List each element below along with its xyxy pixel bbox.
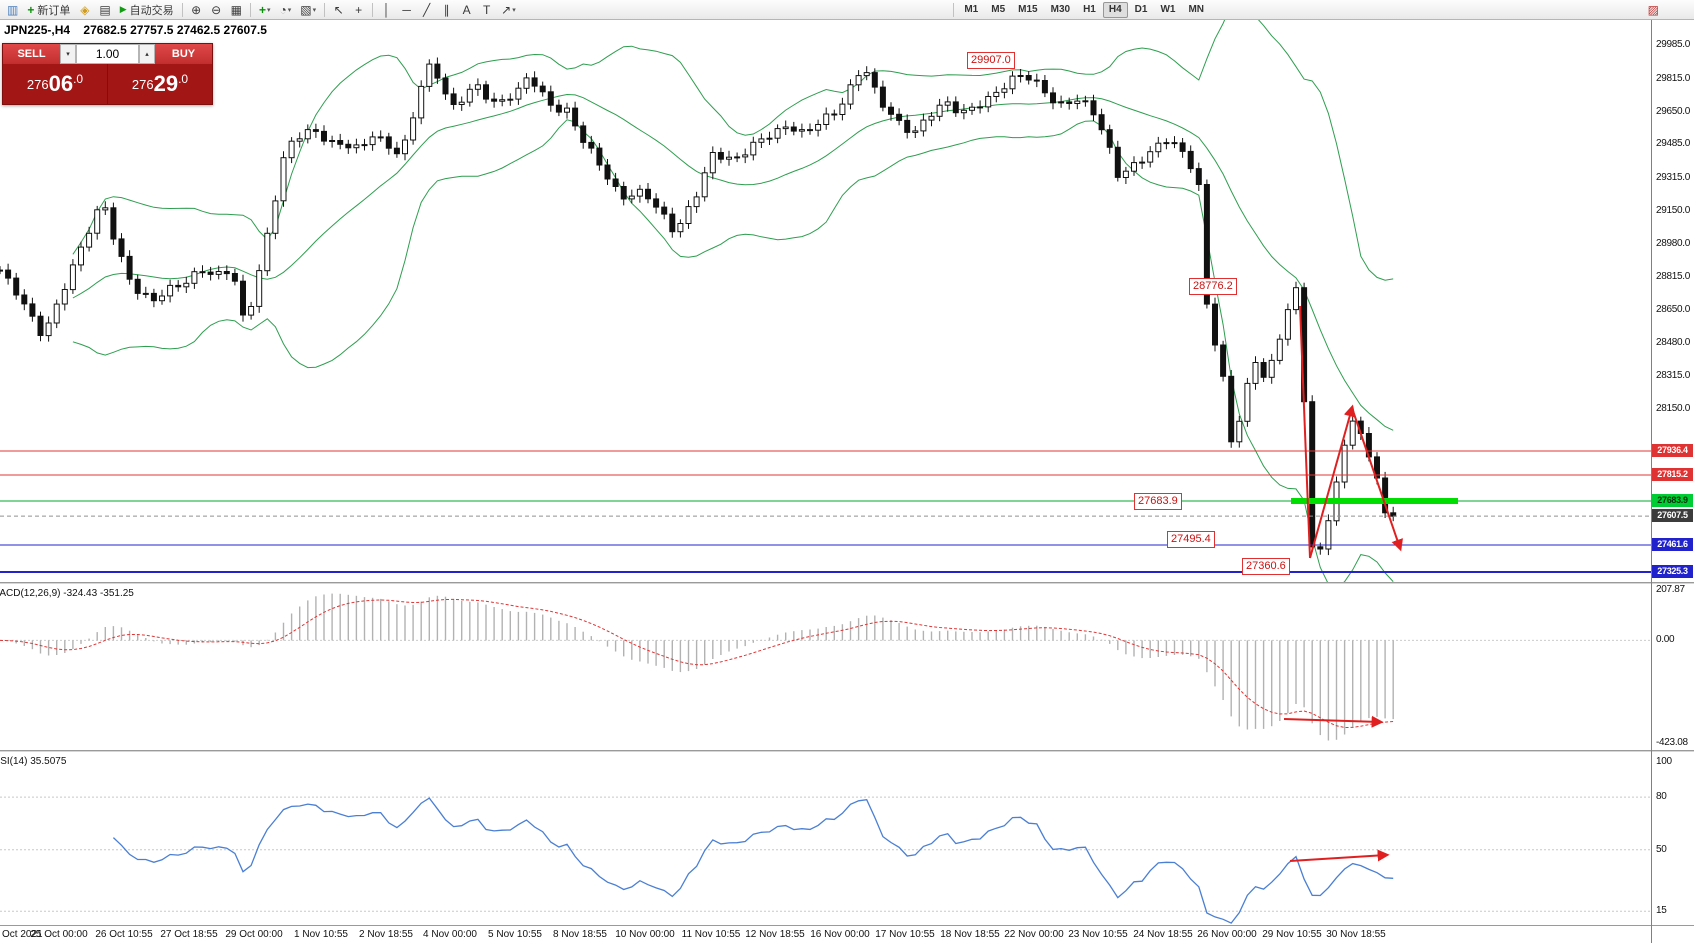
trade-panel-prices: 276 06.0 276 29.0: [3, 64, 212, 104]
vertical-line-icon[interactable]: │: [382, 2, 391, 17]
zoom-out-icon[interactable]: ⊖: [211, 2, 222, 17]
timeframe-m30[interactable]: M30: [1045, 2, 1076, 18]
channel-icon[interactable]: ∥: [443, 2, 450, 17]
trade-panel-controls: SELL ▾ 1.00 ▴ BUY: [3, 44, 212, 64]
templates-icon[interactable]: ▧ ▾: [300, 2, 317, 17]
timeframe-m1[interactable]: M1: [958, 2, 984, 18]
symbol-ohlc-values: 27682.5 27757.5 27462.5 27607.5: [83, 23, 267, 37]
toolbar: ▥ + 新订单 ◈ ▤ ▶ 自动交易 ⊕ ⊖ ▦ + ▾ ◔ ▾ ▧ ▾ ↖ + │ …: [0, 0, 1694, 20]
chart-window-icon[interactable]: ▨: [1647, 2, 1659, 17]
autotrading-label: 自动交易: [129, 4, 174, 17]
arrows-tool-icon[interactable]: ↗ ▾: [501, 2, 516, 17]
chevron-down-icon: ▾: [287, 6, 292, 14]
toolbar-separator: [953, 2, 955, 17]
indicators-add-icon[interactable]: + ▾: [258, 2, 271, 17]
price-annotation-box[interactable]: 27495.4: [1167, 531, 1215, 548]
horizontal-line-icon[interactable]: ─: [402, 2, 411, 17]
price-axis-border: [1651, 20, 1652, 943]
divider: [107, 64, 108, 104]
toolbar-separator: [324, 2, 326, 17]
timeframe-mn[interactable]: MN: [1182, 2, 1210, 18]
zoom-in-icon[interactable]: ⊕: [191, 2, 202, 17]
sell-price[interactable]: 276 06.0: [26, 71, 84, 96]
buy-button[interactable]: BUY: [155, 44, 212, 64]
trendline-icon[interactable]: ╱: [423, 2, 431, 17]
price-annotation-box[interactable]: 27683.9: [1134, 493, 1182, 510]
timeframe-m5[interactable]: M5: [985, 2, 1011, 18]
timeframe-h1[interactable]: H1: [1077, 2, 1102, 18]
timeframe-w1[interactable]: W1: [1154, 2, 1181, 18]
macd-indicator-label: MACD(12,26,9) -324.43 -351.25: [0, 588, 134, 599]
label-tool-icon[interactable]: T: [482, 2, 491, 17]
compass-icon[interactable]: ◈: [80, 2, 90, 17]
symbol-title: JPN225-,H4: [4, 23, 71, 37]
volume-increase-button[interactable]: ▴: [139, 44, 155, 64]
price-annotation-box[interactable]: 28776.2: [1189, 278, 1237, 295]
rsi-chart[interactable]: [0, 796, 1651, 924]
text-tool-icon[interactable]: A: [462, 2, 471, 17]
timeframe-m15[interactable]: M15: [1012, 2, 1043, 18]
chevron-down-icon: ▾: [312, 6, 317, 14]
crosshair-icon[interactable]: +: [355, 2, 363, 17]
toolbar-separator: [249, 2, 251, 17]
buy-price[interactable]: 276 29.0: [131, 71, 189, 96]
toolbar-separator: [181, 2, 183, 17]
timeframe-h4[interactable]: H4: [1102, 1, 1128, 18]
timeframe-d1[interactable]: D1: [1129, 2, 1154, 18]
chevron-down-icon: ▾: [512, 6, 516, 14]
book-icon[interactable]: ▤: [99, 2, 111, 17]
symbol-ohlc-bar: JPN225-,H4 27682.5 27757.5 27462.5 27607…: [4, 23, 267, 37]
chevron-down-icon: ▾: [266, 6, 271, 14]
autotrading-button[interactable]: ▶ 自动交易: [116, 1, 178, 18]
price-annotation-box[interactable]: 29907.0: [967, 52, 1015, 69]
new-chart-icon[interactable]: ▥: [7, 2, 19, 17]
new-order-icon: +: [27, 2, 35, 17]
new-order-button[interactable]: + 新订单: [23, 1, 74, 18]
one-click-trading-panel: SELL ▾ 1.00 ▴ BUY 276 06.0 276 29.0: [2, 43, 213, 105]
time-axis-border: [0, 925, 1694, 926]
toolbar-separator: [372, 2, 374, 17]
rsi-indicator-label: RSI(14) 35.5075: [0, 756, 67, 767]
new-order-label: 新订单: [37, 4, 71, 17]
panel-separator[interactable]: [0, 582, 1694, 585]
macd-chart[interactable]: [0, 593, 1651, 741]
panel-separator[interactable]: [0, 750, 1694, 753]
volume-input[interactable]: 1.00: [76, 44, 139, 64]
autotrading-play-icon: ▶: [119, 4, 127, 14]
sell-button[interactable]: SELL: [3, 44, 60, 64]
periods-icon[interactable]: ◔ ▾: [279, 2, 292, 17]
cursor-icon[interactable]: ↖: [333, 2, 344, 17]
main-chart[interactable]: [0, 0, 1651, 588]
price-annotation-box[interactable]: 27360.6: [1242, 558, 1290, 575]
volume-decrease-button[interactable]: ▾: [60, 44, 76, 64]
tile-windows-icon[interactable]: ▦: [230, 2, 242, 17]
